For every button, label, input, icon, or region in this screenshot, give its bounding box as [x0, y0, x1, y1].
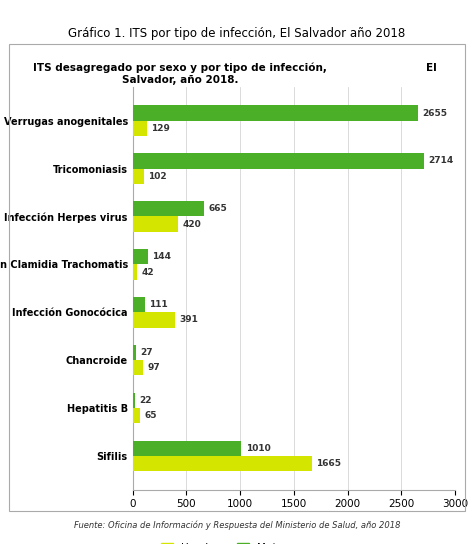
Bar [133, 441, 241, 456]
Text: 129: 129 [151, 124, 170, 133]
Text: 1010: 1010 [246, 444, 270, 453]
Text: 27: 27 [140, 348, 153, 357]
Text: 22: 22 [139, 396, 152, 405]
Legend: Hombres, Mujeres: Hombres, Mujeres [156, 539, 302, 544]
Text: 420: 420 [182, 220, 201, 228]
Text: Fuente: Oficina de Información y Respuesta del Ministerio de Salud, año 2018: Fuente: Oficina de Información y Respues… [74, 521, 400, 530]
Bar [133, 393, 135, 408]
Text: 111: 111 [149, 300, 168, 309]
Text: 665: 665 [209, 205, 227, 213]
Bar [133, 217, 178, 232]
Bar [133, 456, 311, 471]
Bar [133, 106, 418, 121]
Bar [133, 201, 204, 217]
Bar [133, 169, 144, 184]
Bar [133, 345, 136, 360]
Bar [133, 121, 146, 136]
Bar [133, 312, 175, 327]
Bar [133, 408, 140, 423]
Text: El: El [426, 63, 437, 72]
Bar [133, 297, 145, 312]
Text: 2655: 2655 [422, 108, 447, 118]
Bar [133, 264, 137, 280]
Text: 42: 42 [142, 268, 154, 276]
Text: 2714: 2714 [428, 157, 454, 165]
Text: 144: 144 [153, 252, 172, 261]
Text: 65: 65 [144, 411, 156, 420]
Text: 391: 391 [179, 316, 198, 324]
Bar [133, 360, 143, 375]
Text: Gráfico 1. ITS por tipo de infección, El Salvador año 2018: Gráfico 1. ITS por tipo de infección, El… [68, 27, 406, 40]
Text: 1665: 1665 [316, 459, 341, 468]
Text: ITS desagregado por sexo y por tipo de infección,
Salvador, año 2018.: ITS desagregado por sexo y por tipo de i… [33, 63, 327, 85]
Text: 102: 102 [148, 172, 166, 181]
Bar [133, 153, 424, 169]
Text: 97: 97 [147, 363, 160, 372]
Bar [133, 249, 148, 264]
